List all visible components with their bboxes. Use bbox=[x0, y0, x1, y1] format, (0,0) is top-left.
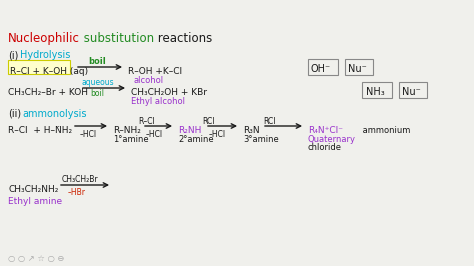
Text: Quaternary: Quaternary bbox=[308, 135, 356, 144]
Text: Ethyl amine: Ethyl amine bbox=[8, 197, 62, 206]
Text: 3°amine: 3°amine bbox=[243, 135, 279, 144]
Text: –HCl: –HCl bbox=[80, 130, 97, 139]
Text: R–OH +K–Cl: R–OH +K–Cl bbox=[128, 67, 182, 76]
Text: –HCl: –HCl bbox=[146, 130, 163, 139]
Text: 1°amine: 1°amine bbox=[113, 135, 149, 144]
Text: boil: boil bbox=[90, 89, 104, 98]
Text: NH₃: NH₃ bbox=[366, 87, 385, 97]
FancyBboxPatch shape bbox=[345, 59, 373, 75]
Text: boil: boil bbox=[88, 57, 106, 66]
Text: R₃N: R₃N bbox=[243, 126, 260, 135]
Text: reactions: reactions bbox=[154, 32, 212, 45]
Text: chloride: chloride bbox=[308, 143, 342, 152]
Text: substitution: substitution bbox=[80, 32, 154, 45]
Text: R–Cl  + H–N̈H₂: R–Cl + H–N̈H₂ bbox=[8, 126, 72, 135]
Text: 2°amine: 2°amine bbox=[178, 135, 214, 144]
Text: Hydrolysis: Hydrolysis bbox=[20, 50, 70, 60]
FancyBboxPatch shape bbox=[362, 82, 392, 98]
Text: –HBr: –HBr bbox=[68, 188, 86, 197]
Text: ammonium: ammonium bbox=[360, 126, 410, 135]
Text: (i): (i) bbox=[8, 50, 18, 60]
Text: Nu⁻: Nu⁻ bbox=[402, 87, 421, 97]
Text: CH₃CH₂Br: CH₃CH₂Br bbox=[62, 175, 99, 184]
Text: alcohol: alcohol bbox=[134, 76, 164, 85]
Text: CH₃CH₂OH + KBr: CH₃CH₂OH + KBr bbox=[131, 88, 207, 97]
Text: ○ ○ ↗ ☆ ○ ⊖: ○ ○ ↗ ☆ ○ ⊖ bbox=[8, 254, 64, 263]
Text: R₄N⁺Cl⁻: R₄N⁺Cl⁻ bbox=[308, 126, 343, 135]
Text: R–NH₂: R–NH₂ bbox=[113, 126, 141, 135]
Text: R–Cl + K–OH (aq): R–Cl + K–OH (aq) bbox=[10, 67, 88, 76]
Text: ammonolysis: ammonolysis bbox=[22, 109, 86, 119]
FancyBboxPatch shape bbox=[8, 60, 70, 74]
FancyBboxPatch shape bbox=[399, 82, 427, 98]
Text: –HCl: –HCl bbox=[209, 130, 226, 139]
Text: CH₃CH₂NH₂: CH₃CH₂NH₂ bbox=[8, 185, 58, 194]
Text: CH₃CH₂–Br + KOH: CH₃CH₂–Br + KOH bbox=[8, 88, 88, 97]
Text: R–Cl: R–Cl bbox=[138, 117, 155, 126]
Text: Ethyl alcohol: Ethyl alcohol bbox=[131, 97, 185, 106]
Text: RCl: RCl bbox=[263, 117, 275, 126]
FancyBboxPatch shape bbox=[308, 59, 338, 75]
Text: Nu⁻: Nu⁻ bbox=[348, 64, 367, 74]
Text: aqueous: aqueous bbox=[82, 78, 115, 87]
Text: Nucleophilic: Nucleophilic bbox=[8, 32, 80, 45]
Text: R₂NH: R₂NH bbox=[178, 126, 201, 135]
Text: OH⁻: OH⁻ bbox=[311, 64, 331, 74]
Text: (ii): (ii) bbox=[8, 109, 21, 119]
Text: RCl: RCl bbox=[202, 117, 215, 126]
